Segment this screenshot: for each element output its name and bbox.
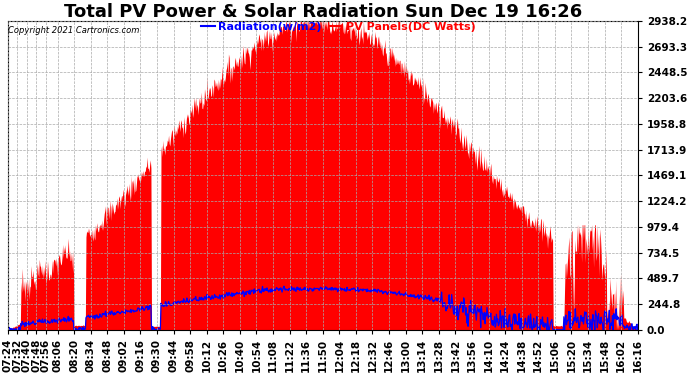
Text: Copyright 2021 Cartronics.com: Copyright 2021 Cartronics.com <box>8 26 140 34</box>
Title: Total PV Power & Solar Radiation Sun Dec 19 16:26: Total PV Power & Solar Radiation Sun Dec… <box>63 3 582 21</box>
Legend: Radiation(w/m2), PV Panels(DC Watts): Radiation(w/m2), PV Panels(DC Watts) <box>197 18 480 37</box>
